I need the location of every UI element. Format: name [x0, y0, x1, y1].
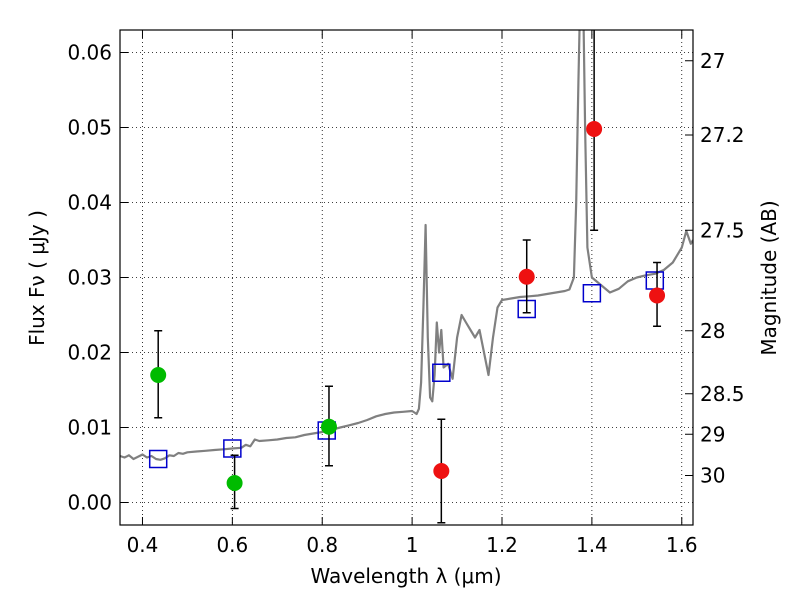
y-tick-label: 0.02 — [67, 341, 112, 365]
y-tick-label: 0.01 — [67, 416, 112, 440]
right-tick-label: 27.5 — [700, 218, 745, 242]
x-tick-label: 1.4 — [576, 533, 608, 557]
x-tick-label: 1.2 — [486, 533, 518, 557]
observed-point — [518, 268, 535, 285]
x-tick-label: 0.8 — [306, 533, 338, 557]
observed-point — [586, 121, 603, 137]
right-tick-label: 29 — [700, 422, 725, 446]
observed-point — [226, 475, 243, 491]
y-tick-label: 0.04 — [67, 191, 112, 215]
y-tick-label: 0.06 — [67, 41, 112, 65]
right-tick-label: 30 — [700, 464, 725, 488]
y-tick-label: 0.03 — [67, 266, 112, 290]
right-axis-label: Magnitude (AB) — [757, 200, 781, 355]
right-tick-label: 27.2 — [700, 123, 745, 147]
x-tick-label: 0.6 — [216, 533, 248, 557]
model-square-marker — [223, 439, 242, 458]
x-tick-label: 0.4 — [127, 533, 159, 557]
right-tick-label: 28.5 — [700, 382, 745, 406]
y-axis-label: Flux Fν ( μJy ) — [25, 210, 49, 346]
right-tick-label: 27 — [700, 49, 725, 73]
x-tick-label: 1.6 — [666, 533, 698, 557]
model-square-marker — [148, 449, 168, 469]
observed-point — [150, 367, 167, 383]
model-square-marker — [432, 363, 451, 382]
plot-area — [120, 30, 693, 524]
y-tick-label: 0.05 — [67, 116, 112, 140]
observed-point — [433, 463, 450, 479]
spectrum-line — [120, 30, 693, 461]
x-axis-label: Wavelength λ (μm) — [310, 564, 501, 588]
right-tick-label: 28 — [700, 319, 725, 343]
axis-ticks: 0.4 0.6 0.8 1 1.2 1.4 1.6 0.00 0.01 0.02 0.03 0.04 0… — [67, 30, 745, 557]
grid — [120, 30, 693, 525]
y-tick-label: 0.00 — [67, 491, 112, 515]
observed-point — [320, 418, 337, 435]
observed-point — [649, 287, 666, 304]
x-tick-label: 1 — [406, 533, 419, 557]
model-square-marker — [582, 284, 602, 303]
